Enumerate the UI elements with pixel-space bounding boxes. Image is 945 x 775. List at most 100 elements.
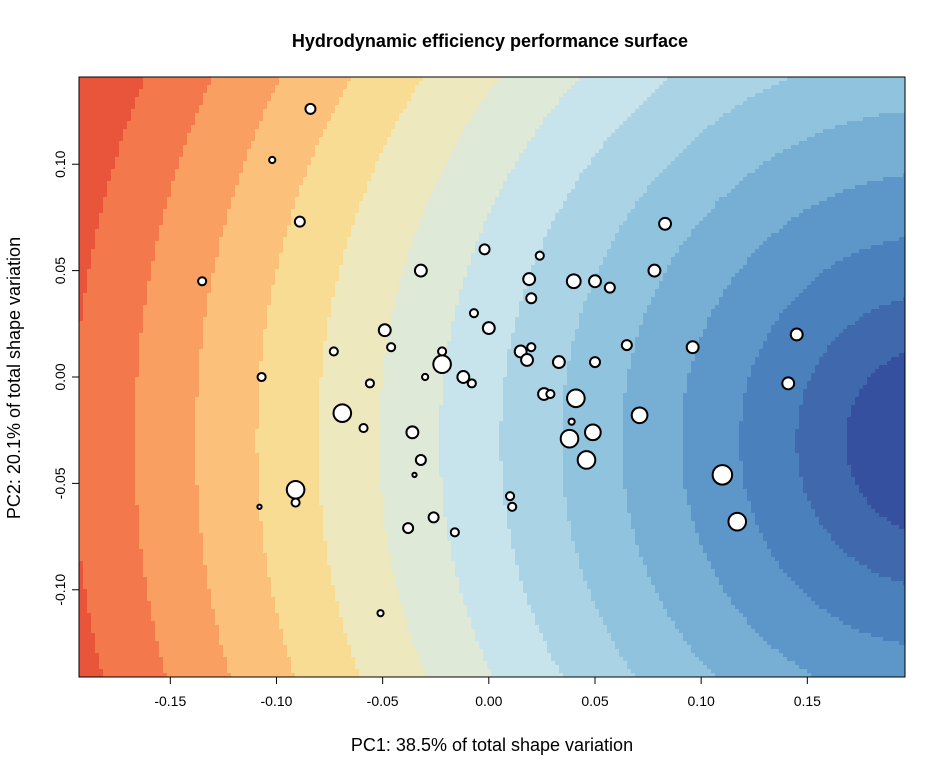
contour-cell bbox=[195, 585, 200, 590]
contour-cell bbox=[123, 221, 128, 226]
contour-cell bbox=[191, 513, 196, 518]
contour-cell bbox=[83, 185, 88, 190]
contour-cell bbox=[139, 469, 144, 474]
contour-cell bbox=[159, 617, 164, 622]
contour-cell bbox=[195, 285, 200, 290]
contour-cell bbox=[203, 473, 208, 478]
contour-cell bbox=[179, 225, 184, 230]
contour-cell bbox=[199, 497, 204, 502]
contour-cell bbox=[207, 145, 212, 150]
contour-cell bbox=[179, 521, 184, 526]
contour-cell bbox=[175, 337, 180, 342]
contour-cell bbox=[163, 597, 168, 602]
contour-cell bbox=[95, 533, 100, 538]
contour-cell bbox=[79, 429, 84, 434]
contour-cell bbox=[119, 333, 124, 338]
contour-cell bbox=[183, 281, 188, 286]
contour-cell bbox=[87, 205, 92, 210]
contour-cell bbox=[151, 581, 156, 586]
contour-cell bbox=[195, 193, 200, 198]
contour-cell bbox=[151, 161, 156, 166]
contour-cell bbox=[163, 273, 168, 278]
contour-cell bbox=[147, 309, 152, 314]
contour-cell bbox=[151, 281, 156, 286]
contour-cell bbox=[167, 93, 172, 98]
contour-cell bbox=[207, 557, 212, 562]
contour-cell bbox=[147, 265, 152, 270]
contour-cell bbox=[139, 613, 144, 618]
contour-cell bbox=[167, 521, 172, 526]
contour-cell bbox=[107, 417, 112, 422]
contour-cell bbox=[111, 153, 116, 158]
contour-cell bbox=[79, 337, 84, 342]
contour-cell bbox=[183, 465, 188, 470]
contour-cell bbox=[143, 445, 148, 450]
contour-cell bbox=[175, 81, 180, 86]
contour-cell bbox=[115, 397, 120, 402]
contour-cell bbox=[95, 101, 100, 106]
contour-cell bbox=[79, 137, 84, 142]
contour-cell bbox=[167, 433, 172, 438]
contour-cell bbox=[79, 657, 84, 662]
contour-cell bbox=[195, 457, 200, 462]
contour-cell bbox=[163, 665, 168, 670]
contour-cell bbox=[203, 333, 208, 338]
contour-cell bbox=[99, 141, 104, 146]
contour-cell bbox=[203, 173, 208, 178]
contour-cell bbox=[203, 597, 208, 602]
contour-cell bbox=[95, 629, 100, 634]
contour-cell bbox=[127, 177, 132, 182]
contour-cell bbox=[147, 661, 152, 666]
contour-cell bbox=[195, 501, 200, 506]
contour-cell bbox=[123, 581, 128, 586]
contour-cell bbox=[155, 105, 160, 110]
contour-cell bbox=[159, 329, 164, 334]
contour-cell bbox=[135, 89, 140, 94]
contour-cell bbox=[207, 281, 212, 286]
contour-cell bbox=[191, 489, 196, 494]
contour-cell bbox=[163, 489, 168, 494]
contour-cell bbox=[151, 113, 156, 118]
contour-cell bbox=[147, 633, 152, 638]
contour-cell bbox=[131, 485, 136, 490]
contour-cell bbox=[175, 205, 180, 210]
contour-cell bbox=[195, 101, 200, 106]
contour-cell bbox=[159, 205, 164, 210]
contour-cell bbox=[151, 141, 156, 146]
contour-cell bbox=[83, 437, 88, 442]
contour-cell bbox=[191, 301, 196, 306]
contour-cell bbox=[207, 389, 212, 394]
contour-cell bbox=[199, 265, 204, 270]
contour-cell bbox=[155, 217, 160, 222]
contour-cell bbox=[83, 649, 88, 654]
contour-cell bbox=[123, 249, 128, 254]
contour-cell bbox=[163, 409, 168, 414]
contour-cell bbox=[179, 501, 184, 506]
contour-cell bbox=[151, 409, 156, 414]
contour-cell bbox=[179, 489, 184, 494]
contour-cell bbox=[167, 629, 172, 634]
contour-cell bbox=[79, 209, 84, 214]
contour-cell bbox=[87, 473, 92, 478]
contour-cell bbox=[107, 149, 112, 154]
contour-cell bbox=[183, 457, 188, 462]
contour-cell bbox=[115, 345, 120, 350]
contour-cell bbox=[139, 129, 144, 134]
contour-cell bbox=[135, 209, 140, 214]
contour-cell bbox=[207, 553, 212, 558]
contour-cell bbox=[91, 461, 96, 466]
contour-cell bbox=[167, 177, 172, 182]
contour-cell bbox=[111, 349, 116, 354]
contour-cell bbox=[99, 441, 104, 446]
contour-cell bbox=[151, 325, 156, 330]
contour-cell bbox=[115, 341, 120, 346]
contour-cell bbox=[115, 521, 120, 526]
contour-cell bbox=[99, 409, 104, 414]
contour-cell bbox=[167, 237, 172, 242]
contour-cell bbox=[107, 577, 112, 582]
contour-cell bbox=[159, 489, 164, 494]
contour-cell bbox=[183, 501, 188, 506]
contour-cell bbox=[203, 617, 208, 622]
contour-cell bbox=[99, 645, 104, 650]
contour-cell bbox=[103, 393, 108, 398]
